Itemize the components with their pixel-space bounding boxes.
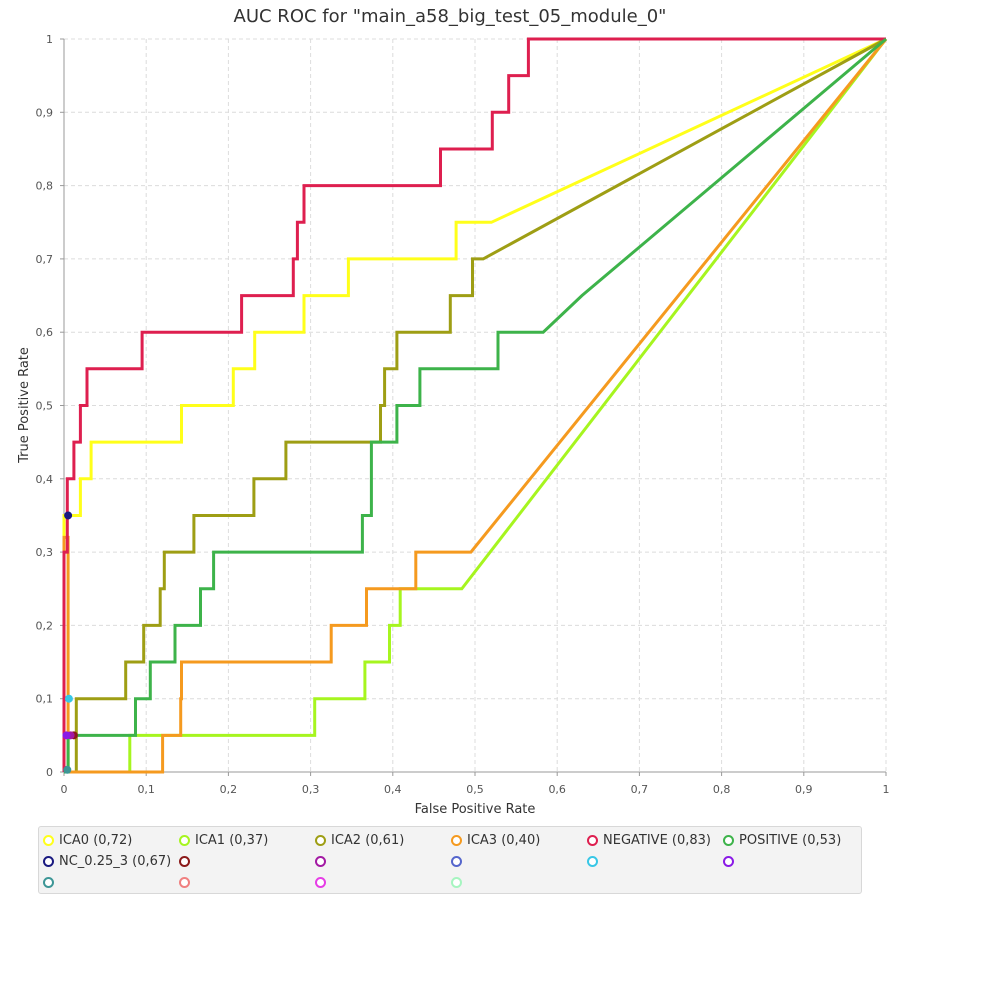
legend-marker-icon [723,834,734,846]
legend-label: NEGATIVE (0,83) [603,832,711,848]
legend-item[interactable] [315,872,331,892]
y-tick-label: 0,9 [36,106,54,119]
x-axis-title: False Positive Rate [415,802,536,817]
series-line-4 [62,37,886,772]
x-tick-label: 0,1 [137,783,155,796]
legend-marker-icon [451,834,462,846]
legend-item[interactable] [723,851,739,871]
series-marker-6 [64,511,73,520]
y-tick-label: 0 [46,766,53,779]
legend-item[interactable] [451,851,467,871]
series-markers [62,511,78,774]
x-tick-label: 0,8 [713,783,731,796]
legend: ICA0 (0,72) ICA1 (0,37) ICA2 (0,61) ICA3 (0… [38,826,862,894]
legend-label: ICA2 (0,61) [331,832,405,848]
legend-item[interactable] [587,851,603,871]
legend-marker-icon [43,855,54,867]
legend-item[interactable] [179,872,195,892]
series-lines [62,37,888,774]
x-tick-label: 0,2 [220,783,238,796]
legend-marker-icon [315,834,326,846]
series-line-2 [64,37,887,774]
legend-item[interactable]: NEGATIVE (0,83) [587,830,711,850]
x-tick-label: 0,9 [795,783,813,796]
legend-marker-icon [43,876,54,888]
legend-marker-icon [315,855,326,867]
series-marker-12 [63,765,72,774]
legend-marker-icon [587,834,598,846]
legend-marker-icon [43,834,54,846]
chart-title: AUC ROC for "main_a58_big_test_05_module… [233,6,667,27]
axes: 0 0,1 0,2 0,3 0,4 0,5 0,6 0,7 0,8 0,9 1 0 0,1 0,2 0,3 0… [36,33,890,796]
x-tick-label: 0,7 [631,783,649,796]
series-line-5 [64,37,887,774]
legend-marker-icon [451,855,462,867]
series-line-0 [62,37,887,772]
legend-marker-icon [179,855,190,867]
legend-item[interactable] [315,851,331,871]
legend-item[interactable] [43,872,59,892]
y-tick-label: 0,3 [36,546,54,559]
y-tick-label: 0,2 [36,619,54,632]
x-tick-label: 0,3 [302,783,320,796]
x-tick-label: 1 [883,783,890,796]
legend-item[interactable]: ICA3 (0,40) [451,830,540,850]
legend-item[interactable] [179,851,195,871]
y-tick-label: 0,6 [36,326,54,339]
legend-item[interactable]: ICA1 (0,37) [179,830,268,850]
y-tick-label: 0,7 [36,253,54,266]
x-tick-label: 0,5 [466,783,484,796]
legend-marker-icon [179,876,190,888]
y-axis-title: True Positive Rate [17,347,32,464]
x-tick-label: 0,4 [384,783,402,796]
legend-label: POSITIVE (0,53) [739,832,842,848]
x-tick-label: 0,6 [548,783,566,796]
legend-label: NC_0.25_3 (0,67) [59,853,172,869]
legend-marker-icon [451,876,462,888]
y-tick-label: 0,5 [36,400,54,413]
legend-item[interactable]: NC_0.25_3 (0,67) [43,851,171,871]
legend-item[interactable]: POSITIVE (0,53) [723,830,841,850]
series-marker-10 [64,694,73,703]
legend-item[interactable]: ICA2 (0,61) [315,830,404,850]
legend-marker-icon [587,855,598,867]
legend-label: ICA3 (0,40) [467,832,541,848]
y-tick-label: 0,1 [36,693,54,706]
series-marker-11 [62,731,71,740]
x-tick-label: 0 [61,783,68,796]
legend-marker-icon [315,876,326,888]
y-tick-label: 1 [46,33,53,46]
legend-label: ICA1 (0,37) [195,832,269,848]
legend-marker-icon [179,834,190,846]
legend-label: ICA0 (0,72) [59,832,133,848]
legend-item[interactable] [451,872,467,892]
y-tick-label: 0,8 [36,180,54,193]
legend-item[interactable]: ICA0 (0,72) [43,830,132,850]
y-tick-label: 0,4 [36,473,54,486]
legend-marker-icon [723,855,734,867]
